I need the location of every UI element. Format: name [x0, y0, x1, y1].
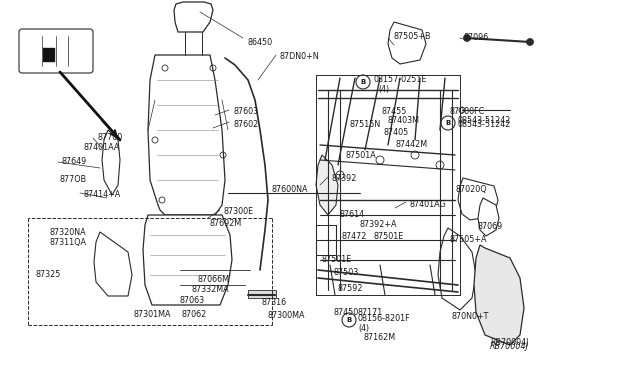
Text: 87592: 87592 [338, 284, 364, 293]
Text: 87162M: 87162M [364, 333, 396, 342]
Text: 87311QA: 87311QA [50, 238, 87, 247]
Text: 87403M: 87403M [388, 116, 420, 125]
Text: 87450: 87450 [333, 308, 358, 317]
Text: 08156-8201F: 08156-8201F [358, 314, 411, 323]
Text: 87501A: 87501A [346, 151, 377, 160]
Text: 870N0+T: 870N0+T [452, 312, 490, 321]
Text: 87442M: 87442M [395, 140, 427, 149]
Text: 87020Q: 87020Q [456, 185, 488, 194]
Text: 87066M: 87066M [198, 275, 230, 284]
Text: 87300MA: 87300MA [268, 311, 305, 320]
Text: 87063: 87063 [180, 296, 205, 305]
Text: 87414+A: 87414+A [84, 190, 121, 199]
Circle shape [527, 38, 534, 45]
Bar [248, 290, 276, 298]
Text: 87332MA: 87332MA [192, 285, 230, 294]
Text: 87700: 87700 [97, 133, 122, 142]
Text: (4): (4) [378, 85, 389, 94]
Text: 87505+A: 87505+A [449, 235, 486, 244]
Text: 87472: 87472 [341, 232, 366, 241]
Polygon shape [94, 232, 132, 296]
Text: 87401AA: 87401AA [84, 143, 120, 152]
Text: 87401AG: 87401AG [410, 200, 447, 209]
Text: 87300E: 87300E [224, 207, 254, 216]
Text: 87301MA: 87301MA [133, 310, 170, 319]
Text: 87501E: 87501E [374, 232, 404, 241]
Polygon shape [438, 228, 476, 310]
Polygon shape [316, 155, 338, 215]
Text: 87325: 87325 [36, 270, 61, 279]
Circle shape [463, 35, 470, 42]
Text: 87096: 87096 [464, 33, 489, 42]
Polygon shape [174, 2, 213, 32]
Text: 87602: 87602 [233, 120, 259, 129]
Text: RB70004J: RB70004J [490, 338, 529, 347]
Polygon shape [143, 215, 232, 305]
Text: 87603: 87603 [233, 107, 258, 116]
Text: 87692M: 87692M [210, 219, 243, 228]
Text: 87316: 87316 [262, 298, 287, 307]
Text: 08543-51242: 08543-51242 [457, 116, 510, 125]
Bar [43, 48, 55, 62]
Text: 87392+A: 87392+A [360, 220, 397, 229]
Text: B: B [360, 79, 365, 85]
Text: 87171: 87171 [358, 308, 383, 317]
Polygon shape [458, 178, 498, 220]
Text: RB70004J: RB70004J [490, 342, 529, 351]
Text: 87600NA: 87600NA [272, 185, 308, 194]
Text: 877OB: 877OB [60, 175, 87, 184]
Text: 87069: 87069 [477, 222, 502, 231]
Polygon shape [102, 130, 120, 195]
Text: B: B [346, 317, 351, 323]
Text: 87501E: 87501E [322, 255, 352, 264]
Text: 87392: 87392 [332, 174, 357, 183]
Text: 87455: 87455 [381, 107, 406, 116]
Text: 87505+B: 87505+B [393, 32, 431, 41]
Text: 87649: 87649 [62, 157, 87, 166]
Text: 87000FC: 87000FC [449, 107, 484, 116]
Text: 87515N: 87515N [349, 120, 380, 129]
Text: 87405: 87405 [384, 128, 409, 137]
Polygon shape [388, 22, 426, 64]
Text: 08157-0251E: 08157-0251E [373, 75, 426, 84]
Text: 87320NA: 87320NA [50, 228, 86, 237]
Text: 87DN0+N: 87DN0+N [280, 52, 319, 61]
Text: 87614: 87614 [340, 210, 365, 219]
Text: B: B [445, 120, 451, 126]
Text: 87062: 87062 [181, 310, 206, 319]
Text: 87503: 87503 [333, 268, 358, 277]
Text: (4): (4) [358, 324, 369, 333]
Polygon shape [478, 198, 499, 236]
FancyBboxPatch shape [19, 29, 93, 73]
Text: 86450: 86450 [247, 38, 272, 47]
Text: 08543-51242: 08543-51242 [457, 120, 510, 129]
Polygon shape [474, 245, 524, 345]
Polygon shape [148, 55, 225, 215]
